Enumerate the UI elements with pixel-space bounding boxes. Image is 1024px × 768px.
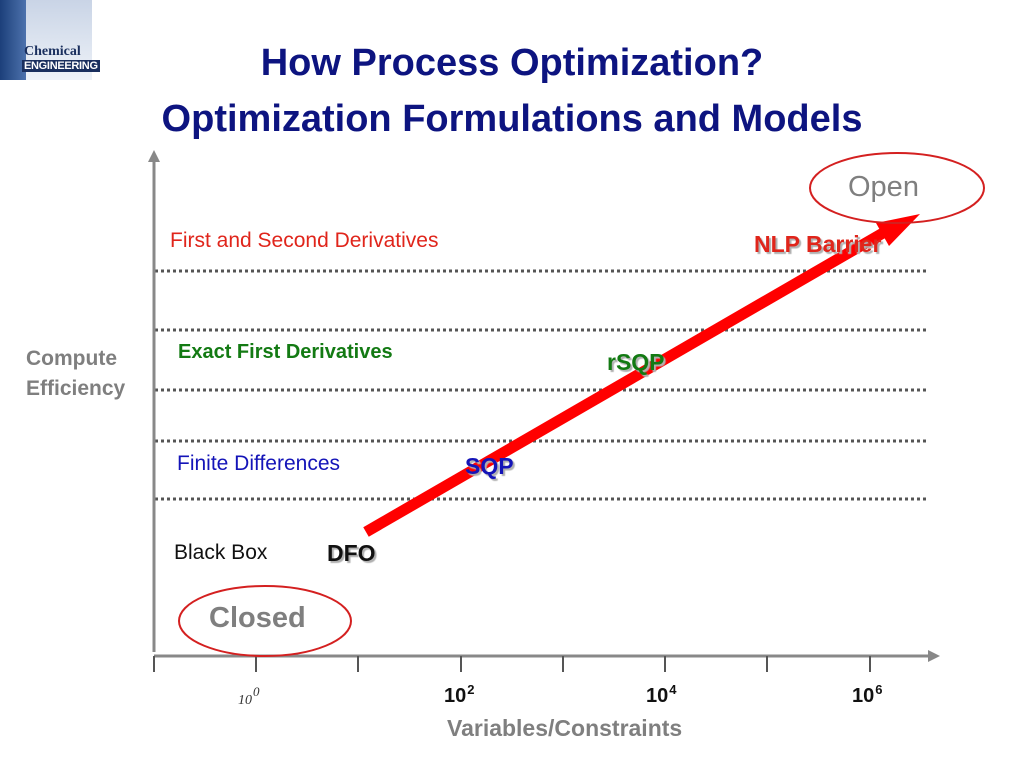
method-label-sqp: SQP bbox=[465, 453, 514, 479]
closed-label: Closed bbox=[209, 602, 306, 634]
x-tick-exponent: 4 bbox=[669, 682, 677, 697]
x-tick-base: 10 bbox=[444, 685, 467, 707]
method-label-dfo: DFO bbox=[327, 540, 376, 566]
band-separators bbox=[155, 269, 928, 501]
slide-title-line-1: How Process Optimization? bbox=[260, 42, 764, 84]
method-label-nlp-barrier: NLP Barrier bbox=[754, 231, 882, 257]
slide-title-line-2: Optimization Formulations and Models bbox=[161, 98, 863, 140]
x-tick-base: 10 bbox=[646, 685, 669, 707]
open-label: Open bbox=[848, 171, 919, 203]
building-image bbox=[0, 0, 26, 80]
band-label-first-second-derivatives: First and Second Derivatives bbox=[170, 229, 439, 252]
logo-text-engineering: ENGINEERING bbox=[22, 60, 100, 72]
open-ellipse bbox=[809, 152, 985, 224]
x-axis-label: Variables/Constraints bbox=[447, 715, 683, 741]
progress-arrow-head bbox=[876, 214, 920, 246]
x-tick-base: 10 bbox=[238, 693, 252, 708]
chemical-engineering-logo: Chemical ENGINEERING bbox=[0, 0, 100, 80]
closed-ellipse bbox=[178, 585, 352, 657]
x-axis-ticks bbox=[153, 656, 871, 672]
x-tick-label-10-0: 100 bbox=[238, 684, 260, 709]
x-tick-label-10-6: 106 bbox=[852, 682, 882, 708]
x-tick-base: 10 bbox=[852, 685, 875, 707]
x-tick-exponent: 0 bbox=[253, 684, 260, 699]
y-axis-arrowhead bbox=[148, 150, 160, 162]
x-tick-label-10-2: 102 bbox=[444, 682, 474, 708]
band-label-black-box: Black Box bbox=[174, 541, 268, 564]
x-tick-exponent: 2 bbox=[467, 682, 475, 697]
y-axis-label: Compute Efficiency bbox=[26, 344, 125, 404]
x-tick-exponent: 6 bbox=[875, 682, 883, 697]
logo-text-chemical: Chemical bbox=[24, 44, 81, 59]
progress-arrow-shaft bbox=[363, 228, 886, 537]
y-axis-label-line-1: Compute bbox=[26, 347, 117, 370]
method-label-rsqp: rSQP bbox=[607, 349, 665, 375]
y-axis-label-line-2: Efficiency bbox=[26, 377, 126, 400]
x-axis-arrowhead bbox=[928, 650, 940, 662]
x-tick-label-10-4: 104 bbox=[646, 682, 676, 708]
band-label-exact-first-derivatives: Exact First Derivatives bbox=[178, 341, 393, 363]
band-label-finite-differences: Finite Differences bbox=[177, 452, 341, 475]
